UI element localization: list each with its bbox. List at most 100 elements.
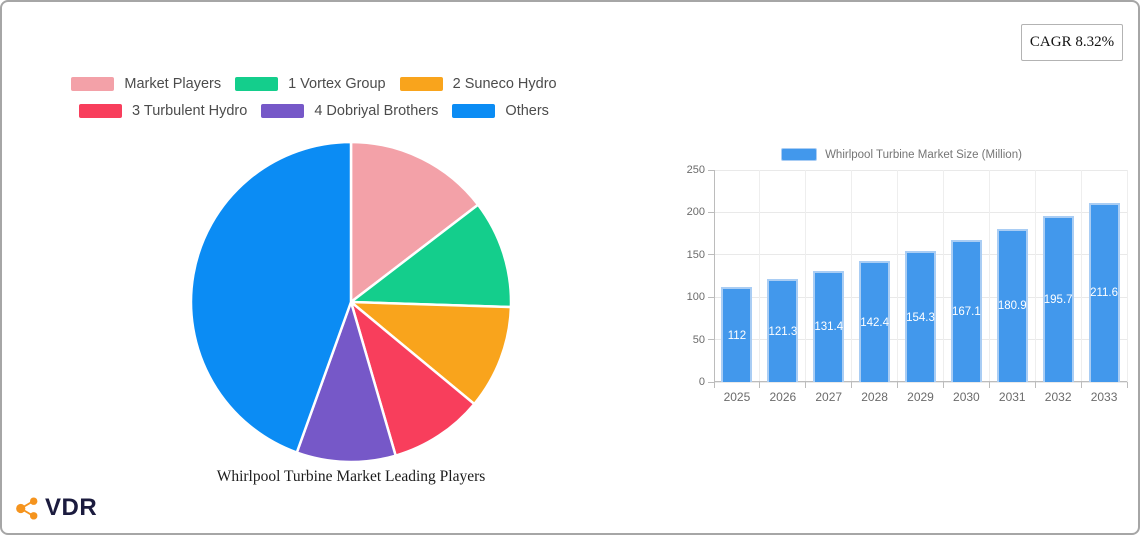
v-gridline <box>942 170 944 382</box>
bar-value-label: 211.6 <box>1090 287 1119 300</box>
x-tick-label: 2030 <box>953 390 980 404</box>
x-tick-label: 2029 <box>907 390 934 404</box>
v-gridline <box>897 170 899 382</box>
bar-2028: 142.4 <box>859 261 891 382</box>
pie-legend: Market Players 1 Vortex Group 2 Suneco Hyd… <box>64 76 564 119</box>
x-axis-tick <box>851 382 853 388</box>
x-axis-tick <box>1126 382 1128 388</box>
bar-value-label: 142.4 <box>860 316 889 329</box>
legend-swatch-icon <box>235 77 279 91</box>
y-tick-label: 200 <box>686 206 705 219</box>
x-axis-tick <box>988 382 990 388</box>
bar-value-label: 195.7 <box>1043 294 1073 307</box>
v-gridline <box>759 170 761 382</box>
h-gridline <box>714 211 1127 213</box>
bar-value-label: 121.3 <box>768 325 798 338</box>
v-gridline <box>805 170 807 382</box>
y-axis-tick <box>708 296 714 298</box>
legend-item-label: 3 Turbulent Hydro <box>132 103 248 119</box>
legend-item-label: 4 Dobriyal Brothers <box>314 103 439 119</box>
pie-slice-market-players <box>349 140 480 304</box>
legend-swatch-icon <box>452 104 496 118</box>
v-gridline <box>1080 170 1082 382</box>
x-tick-label: 2031 <box>998 390 1026 404</box>
pie-slice-others <box>189 140 353 454</box>
x-axis-tick <box>897 382 899 388</box>
x-axis-tick <box>805 382 807 388</box>
pie-legend-item: 4 Dobriyal Brothers <box>261 103 438 119</box>
bar-2026: 121.3 <box>767 279 799 382</box>
x-axis-tick <box>759 382 761 388</box>
pie-slice-4-dobriyal-brothers <box>295 300 397 464</box>
y-axis-tick <box>708 211 714 213</box>
bar-2030: 167.1 <box>950 240 982 382</box>
pie-legend-item: Market Players <box>71 76 221 92</box>
x-tick-label: 2027 <box>815 390 843 404</box>
bar-2032: 195.7 <box>1042 216 1074 382</box>
x-tick-label: 2028 <box>861 390 888 404</box>
pie-slice-1-vortex-group <box>349 203 513 309</box>
pie-legend-row: 3 Turbulent Hydro 4 Dobriyal Brothers Othe… <box>79 103 549 119</box>
share-network-icon <box>16 496 38 520</box>
legend-swatch-icon <box>71 77 115 91</box>
v-gridline <box>1034 170 1036 382</box>
pie-slice-2-suneco-hydro <box>349 300 513 406</box>
pie-slice-3-turbulent-hydro <box>349 300 476 457</box>
bar-legend-swatch-icon <box>781 148 818 161</box>
bar-value-label: 131.4 <box>814 321 844 334</box>
y-tick-label: 250 <box>686 164 705 176</box>
legend-swatch-icon <box>261 104 305 118</box>
bar-2025: 112 <box>721 287 753 382</box>
x-tick-label: 2032 <box>1044 390 1072 404</box>
legend-item-label: 1 Vortex Group <box>288 76 386 92</box>
y-tick-label: 100 <box>686 291 705 304</box>
x-tick-label: 2033 <box>1090 390 1118 404</box>
bar-value-label: 167.1 <box>951 306 981 319</box>
pie-chart-title: Whirlpool Turbine Market Leading Players <box>216 468 486 485</box>
y-tick-label: 50 <box>692 333 705 346</box>
pie-legend-item: 3 Turbulent Hydro <box>79 103 247 119</box>
legend-item-label: 2 Suneco Hydro <box>452 76 557 92</box>
y-axis-tick <box>708 339 714 341</box>
y-axis-tick <box>708 381 714 383</box>
legend-swatch-icon <box>79 104 123 118</box>
v-gridline <box>851 170 853 382</box>
bar-2033: 211.6 <box>1088 202 1120 382</box>
pie-chart <box>189 140 513 464</box>
cagr-badge: CAGR 8.32% <box>1021 24 1123 61</box>
bar-value-label: 112 <box>727 329 747 342</box>
x-axis-tick <box>1080 382 1082 388</box>
v-gridline <box>1126 170 1128 382</box>
h-gridline <box>714 169 1127 171</box>
x-axis-tick <box>713 382 715 388</box>
y-tick-label: 150 <box>686 248 705 261</box>
legend-item-label: Market Players <box>124 76 222 92</box>
pie-legend-item: 2 Suneco Hydro <box>399 76 557 92</box>
legend-item-label: Others <box>505 103 549 119</box>
x-axis-tick <box>1034 382 1036 388</box>
legend-swatch-icon <box>399 77 443 91</box>
bar-chart-legend: Whirlpool Turbine Market Size (Million) <box>674 148 1129 161</box>
y-axis-tick <box>708 169 714 171</box>
x-tick-label: 2026 <box>769 390 797 404</box>
vdr-logo: VDR <box>14 494 97 522</box>
h-gridline <box>714 381 1127 383</box>
y-axis-line <box>714 170 715 382</box>
pie-legend-item: Others <box>452 103 549 119</box>
bar-2031: 180.9 <box>996 228 1028 382</box>
x-axis-tick <box>942 382 944 388</box>
y-tick-label: 0 <box>698 376 705 388</box>
y-axis-tick <box>708 254 714 256</box>
bar-2027: 131.4 <box>813 270 845 382</box>
bar-chart: 0 50 100 150 200 250 112 2025 121.3 2026 131.4 2027… <box>687 164 1128 404</box>
v-gridline <box>988 170 990 382</box>
pie-legend-item: 1 Vortex Group <box>235 76 386 92</box>
bar-value-label: 180.9 <box>997 300 1027 313</box>
bar-legend-label: Whirlpool Turbine Market Size (Million) <box>825 148 1022 161</box>
bar-2029: 154.3 <box>905 251 936 382</box>
pie-legend-row: Market Players 1 Vortex Group 2 Suneco Hyd… <box>71 76 557 92</box>
logo-text: VDR <box>45 494 98 521</box>
bar-value-label: 154.3 <box>906 311 935 324</box>
x-tick-label: 2025 <box>723 390 751 404</box>
